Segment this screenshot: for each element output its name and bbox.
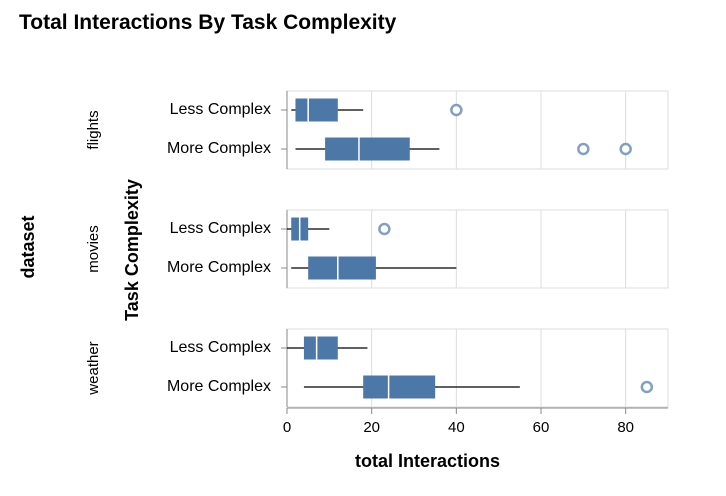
- facet-label-flights: flights: [85, 110, 102, 149]
- facet-frame: [286, 328, 669, 408]
- x-axis-title: total Interactions: [355, 451, 500, 471]
- outlier-point: [577, 142, 590, 156]
- y-tick-label: More Complex: [167, 140, 271, 157]
- y-tick-label: Less Complex: [170, 339, 271, 356]
- x-tick-label: 0: [283, 419, 291, 436]
- box: [325, 137, 410, 161]
- y-axis-title: Task Complexity: [122, 179, 142, 321]
- y-tick-label: More Complex: [167, 259, 271, 276]
- chart-title: Total Interactions By Task Complexity: [19, 11, 397, 34]
- outlier-point: [378, 222, 391, 236]
- facet-label-weather: weather: [85, 341, 102, 395]
- box: [295, 98, 338, 122]
- x-tick-label: 60: [533, 419, 550, 436]
- facet-title: dataset: [18, 215, 38, 278]
- x-tick-label: 80: [617, 419, 634, 436]
- facet-label-movies: movies: [85, 225, 102, 273]
- outlier-point: [640, 380, 654, 394]
- box: [303, 336, 338, 360]
- y-tick-label: More Complex: [167, 378, 271, 395]
- x-tick-label: 40: [448, 419, 465, 436]
- x-tick-label: 20: [363, 419, 380, 436]
- y-tick-label: Less Complex: [170, 220, 271, 237]
- box: [308, 256, 376, 280]
- box: [363, 375, 436, 399]
- outlier-point: [619, 142, 632, 156]
- outlier-point: [450, 103, 463, 117]
- y-tick-label: Less Complex: [170, 101, 271, 118]
